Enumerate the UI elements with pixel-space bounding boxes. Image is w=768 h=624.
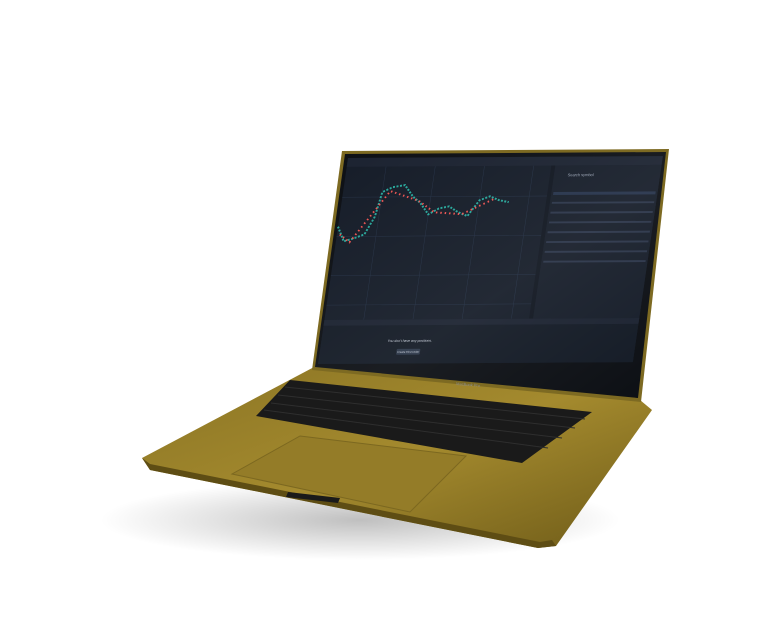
trackpad	[230, 435, 468, 513]
notch	[286, 492, 340, 503]
base-edge	[142, 458, 556, 548]
screen-glare	[315, 152, 666, 398]
brand-label: MacBook Pro	[456, 381, 481, 388]
keyboard-keys	[263, 386, 586, 449]
